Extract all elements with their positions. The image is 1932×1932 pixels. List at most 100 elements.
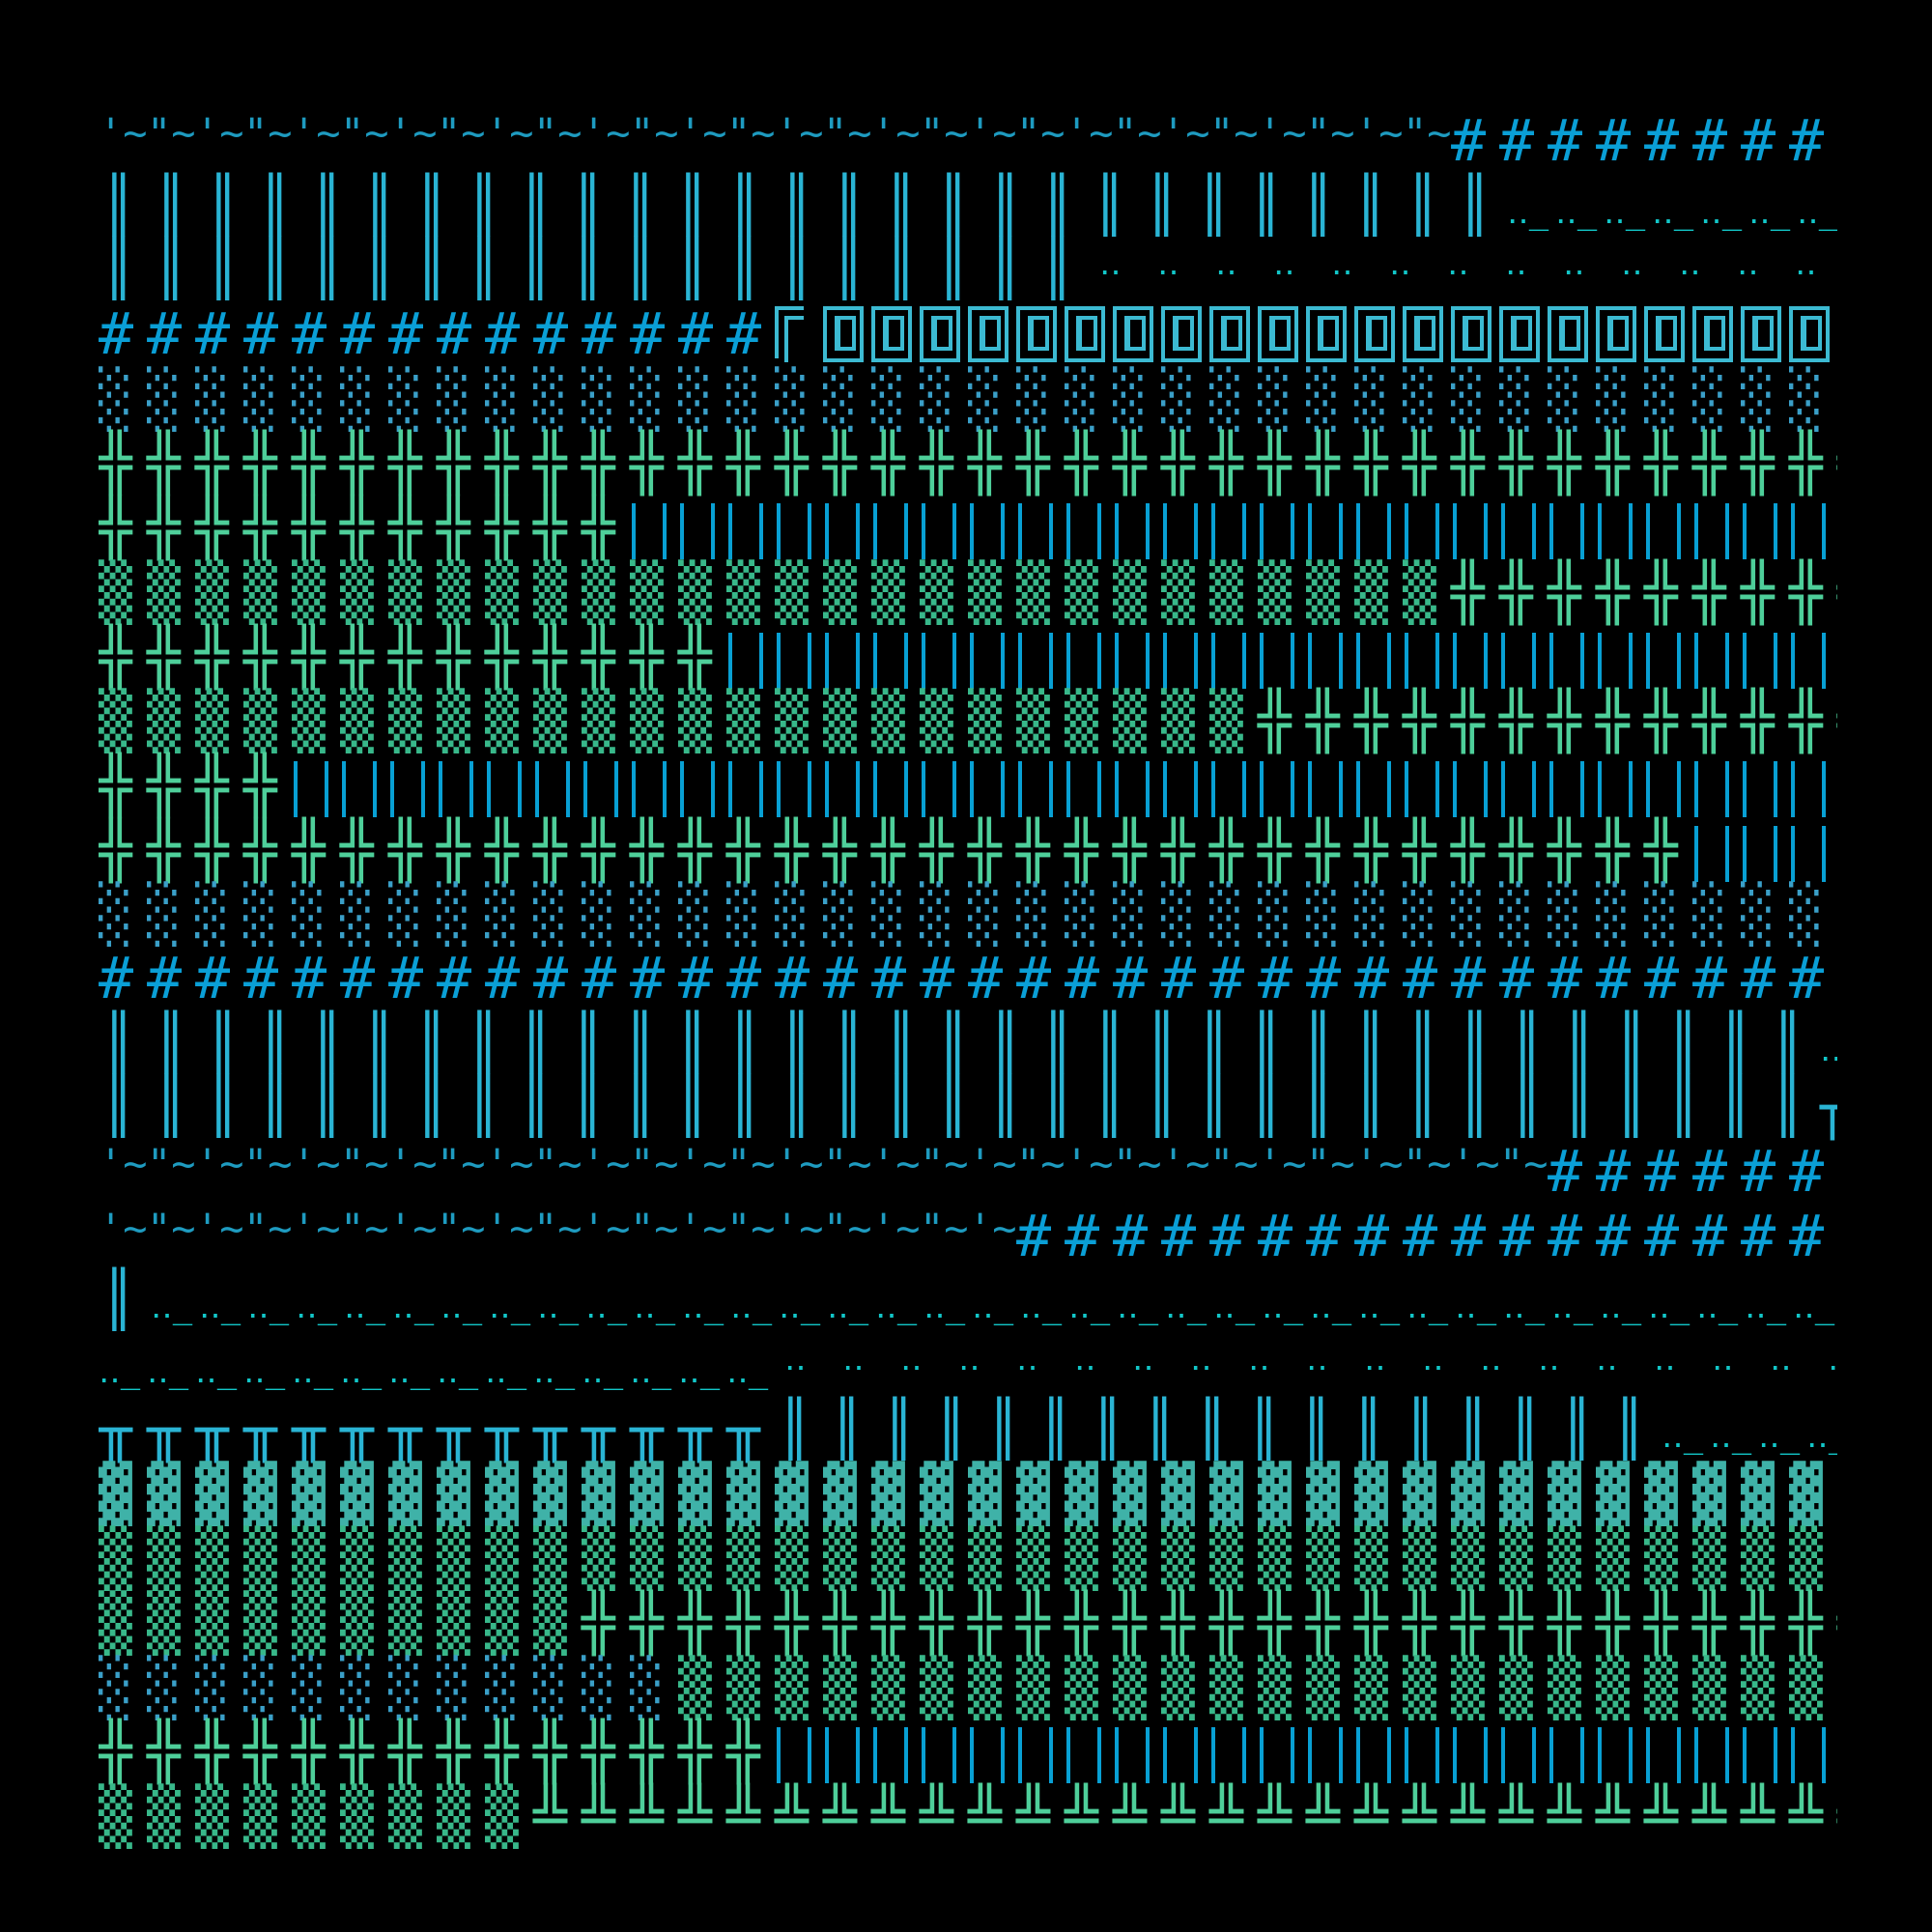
cross-glyph: ╬ bbox=[147, 623, 181, 690]
bars-glyph bbox=[1209, 625, 1258, 690]
cross-glyph: ╬ bbox=[1354, 1589, 1388, 1656]
hash-glyph: # bbox=[99, 300, 134, 369]
medium-glyph: ▒ bbox=[1306, 558, 1340, 625]
bars-glyph bbox=[1258, 496, 1306, 560]
dbar-glyph: ║ bbox=[1406, 1010, 1439, 1074]
dotline-glyph: ‥_ bbox=[1604, 192, 1646, 232]
dbar-glyph: ║ bbox=[833, 1010, 866, 1074]
bottom-glyph: ╩ bbox=[871, 1782, 905, 1849]
dbar-glyph: ║ bbox=[728, 238, 761, 301]
hash-glyph: # bbox=[1741, 1202, 1776, 1270]
glyph-row: ║ ║ ║ ║ ║ ║ ║ ║ ║ ║ ║ ║ ║ ║ ║ ║ ║ ║ ║ ║ ║ ║ ║ ║ ║ ║ ║ ‥_ ‥_ ‥_ ‥_ ‥_ ‥_ ‥… bbox=[99, 174, 1837, 239]
dotline-glyph: ‥_ bbox=[1652, 192, 1694, 232]
medium-glyph: ▒ bbox=[726, 558, 760, 625]
frame-glyph bbox=[1741, 302, 1789, 367]
dbar-glyph: ║ bbox=[102, 173, 135, 237]
light-glyph: ░ bbox=[1403, 365, 1436, 432]
dotline-glyph: ‥_ bbox=[682, 1288, 724, 1327]
cross-glyph: ╬ bbox=[1499, 430, 1533, 497]
medium-glyph: ▒ bbox=[1354, 1654, 1388, 1720]
tilde-glyph: "~ bbox=[1113, 109, 1162, 156]
bars-glyph bbox=[823, 496, 871, 560]
light-glyph: ░ bbox=[195, 1654, 229, 1720]
dotline-glyph: ‥_ bbox=[1793, 1288, 1835, 1327]
medium-glyph: ▒ bbox=[1065, 1654, 1098, 1720]
hash-glyph: # bbox=[1016, 1202, 1052, 1270]
light-glyph: ░ bbox=[1499, 881, 1533, 948]
cross-glyph: ╬ bbox=[1596, 430, 1630, 497]
cross-glyph: ╬ bbox=[195, 495, 229, 561]
tilde-glyph: "~ bbox=[726, 109, 776, 156]
dotline-glyph: ‥_ bbox=[1068, 1288, 1111, 1327]
dotline-glyph: ‥_ bbox=[1503, 1288, 1546, 1327]
dbar-glyph: ║ bbox=[572, 1075, 605, 1139]
tilde-glyph: '~ bbox=[195, 109, 244, 156]
light-glyph: ░ bbox=[678, 881, 712, 948]
medium-glyph: ▒ bbox=[1258, 558, 1292, 625]
dbar-glyph: ║ bbox=[1302, 1075, 1335, 1139]
tilde-glyph: "~ bbox=[1306, 109, 1355, 156]
bottom-glyph: ╩ bbox=[1741, 1782, 1775, 1849]
frame-glyph bbox=[1451, 302, 1499, 367]
bars-glyph bbox=[1403, 625, 1451, 690]
medium-glyph: ▒ bbox=[1451, 1654, 1485, 1720]
cross-glyph: ╬ bbox=[340, 816, 374, 883]
bars-glyph bbox=[1403, 1719, 1451, 1784]
hash-glyph: # bbox=[726, 944, 762, 1012]
light-glyph: ░ bbox=[243, 881, 277, 948]
light-glyph: ░ bbox=[485, 1654, 519, 1720]
dbar-glyph: ║ bbox=[781, 1010, 813, 1074]
dark-glyph: ▓ bbox=[1209, 1461, 1243, 1527]
bars-glyph bbox=[1451, 625, 1499, 690]
dots-glyph: ‥ bbox=[1273, 244, 1295, 284]
dbar-glyph: ║ bbox=[520, 1075, 553, 1139]
cross-glyph: ╬ bbox=[99, 752, 132, 818]
cross-glyph: ╬ bbox=[1692, 1589, 1726, 1656]
tilde-glyph: "~ bbox=[630, 109, 679, 156]
bars-glyph bbox=[1113, 753, 1161, 818]
medium-glyph: ▒ bbox=[147, 1589, 181, 1656]
cross-glyph: ╬ bbox=[533, 816, 567, 883]
tilde-glyph: "~ bbox=[243, 1204, 293, 1252]
cross-glyph: ╬ bbox=[485, 816, 519, 883]
dbar-glyph: ║ bbox=[1459, 1010, 1492, 1074]
dbar-glyph: ║ bbox=[520, 238, 553, 301]
frame-glyph bbox=[1354, 302, 1403, 367]
dbar-glyph: ║ bbox=[1772, 1010, 1804, 1074]
light-glyph: ░ bbox=[1403, 881, 1436, 948]
cross-glyph: ╬ bbox=[1354, 688, 1388, 754]
medium-glyph: ▒ bbox=[533, 688, 567, 754]
cross-glyph: ╬ bbox=[1113, 1589, 1147, 1656]
dbar-glyph: ║ bbox=[624, 238, 657, 301]
dots-glyph: ‥ bbox=[900, 1340, 923, 1379]
bars-glyph bbox=[1692, 496, 1741, 560]
glyph-row: ▒▒▒▒▒▒▒▒▒▒▒▒▒▒▒▒▒▒▒▒▒▒▒▒▒▒▒▒╬╬╬╬╬╬╬╬╬ bbox=[99, 560, 1837, 625]
cross-glyph: ╬ bbox=[292, 816, 326, 883]
glyph-row: ╥╥╥╥╥╥╥╥╥╥╥╥╥╥║║║║║║║║║║║║║║║║║‥_‥_‥_‥_‥… bbox=[99, 1398, 1837, 1463]
light-glyph: ░ bbox=[1161, 881, 1195, 948]
dbar-glyph: ║ bbox=[259, 1075, 292, 1139]
bars-glyph bbox=[1209, 496, 1258, 560]
tilde-glyph: '~ bbox=[99, 1140, 148, 1187]
bottom-glyph: ╩ bbox=[920, 1782, 953, 1849]
frame-glyph bbox=[1548, 302, 1596, 367]
tilde-glyph: '~ bbox=[388, 109, 438, 156]
medium-glyph: ▒ bbox=[243, 558, 277, 625]
medium-glyph: ▒ bbox=[1113, 558, 1147, 625]
light-glyph: ░ bbox=[775, 881, 809, 948]
bars-glyph bbox=[1258, 1719, 1306, 1784]
hash-glyph: # bbox=[1741, 944, 1776, 1012]
hash-glyph: # bbox=[243, 944, 279, 1012]
medium-glyph: ▒ bbox=[1209, 1525, 1243, 1592]
tilde-glyph: "~ bbox=[147, 1204, 196, 1252]
cross-glyph: ╬ bbox=[678, 430, 712, 497]
dbar-glyph: ║ bbox=[259, 1010, 292, 1074]
bottom-glyph: ╩ bbox=[1306, 1782, 1340, 1849]
tilde-glyph: "~ bbox=[726, 1140, 776, 1187]
medium-glyph: ▒ bbox=[533, 1589, 567, 1656]
light-glyph: ░ bbox=[292, 1654, 326, 1720]
cross-glyph: ╬ bbox=[1644, 688, 1678, 754]
cross-glyph: ╬ bbox=[871, 1589, 905, 1656]
dbar-glyph: ║ bbox=[1511, 1010, 1544, 1074]
cross-glyph: ╬ bbox=[582, 816, 615, 883]
